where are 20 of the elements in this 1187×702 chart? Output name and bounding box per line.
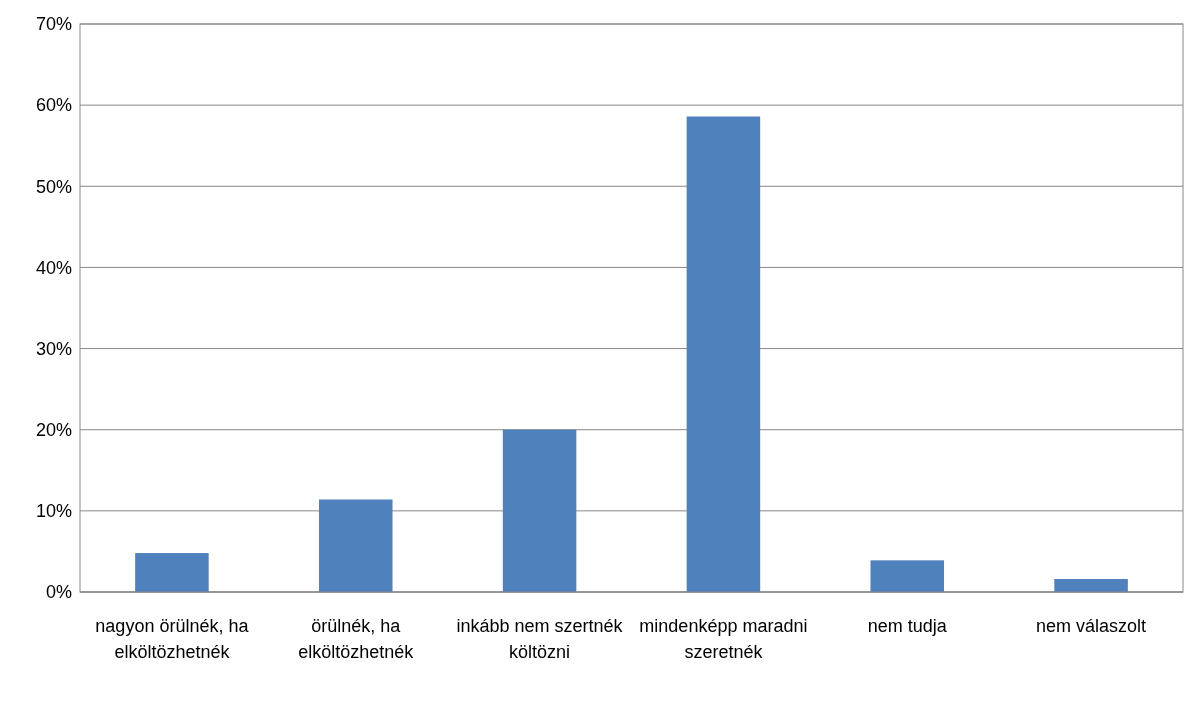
x-tick-label: nem tudja xyxy=(867,616,948,636)
x-tick-label: mindenképp maradni szeretnék xyxy=(639,616,808,662)
y-tick-label: 40% xyxy=(35,257,72,278)
bar xyxy=(1054,579,1128,592)
y-tick-label: 70% xyxy=(35,14,72,35)
y-tick-label: 20% xyxy=(35,420,72,441)
x-tick-label: nagyon örülnék, ha elköltözhetnék xyxy=(95,616,250,662)
bar xyxy=(135,553,209,592)
y-tick-label: 30% xyxy=(35,338,72,359)
y-tick-label: 50% xyxy=(35,176,72,197)
bar xyxy=(686,116,761,592)
bar xyxy=(870,560,945,592)
x-tick-label: örülnék, ha elköltözhetnék xyxy=(298,616,415,662)
bar xyxy=(502,429,577,592)
y-tick-label: 0% xyxy=(45,582,72,603)
x-tick-label: nem válaszolt xyxy=(1036,616,1147,636)
y-tick-label: 10% xyxy=(35,501,72,522)
y-tick-label: 60% xyxy=(35,95,72,116)
x-tick-label: inkább nem szertnék költözni xyxy=(456,616,624,662)
bar xyxy=(318,499,393,592)
